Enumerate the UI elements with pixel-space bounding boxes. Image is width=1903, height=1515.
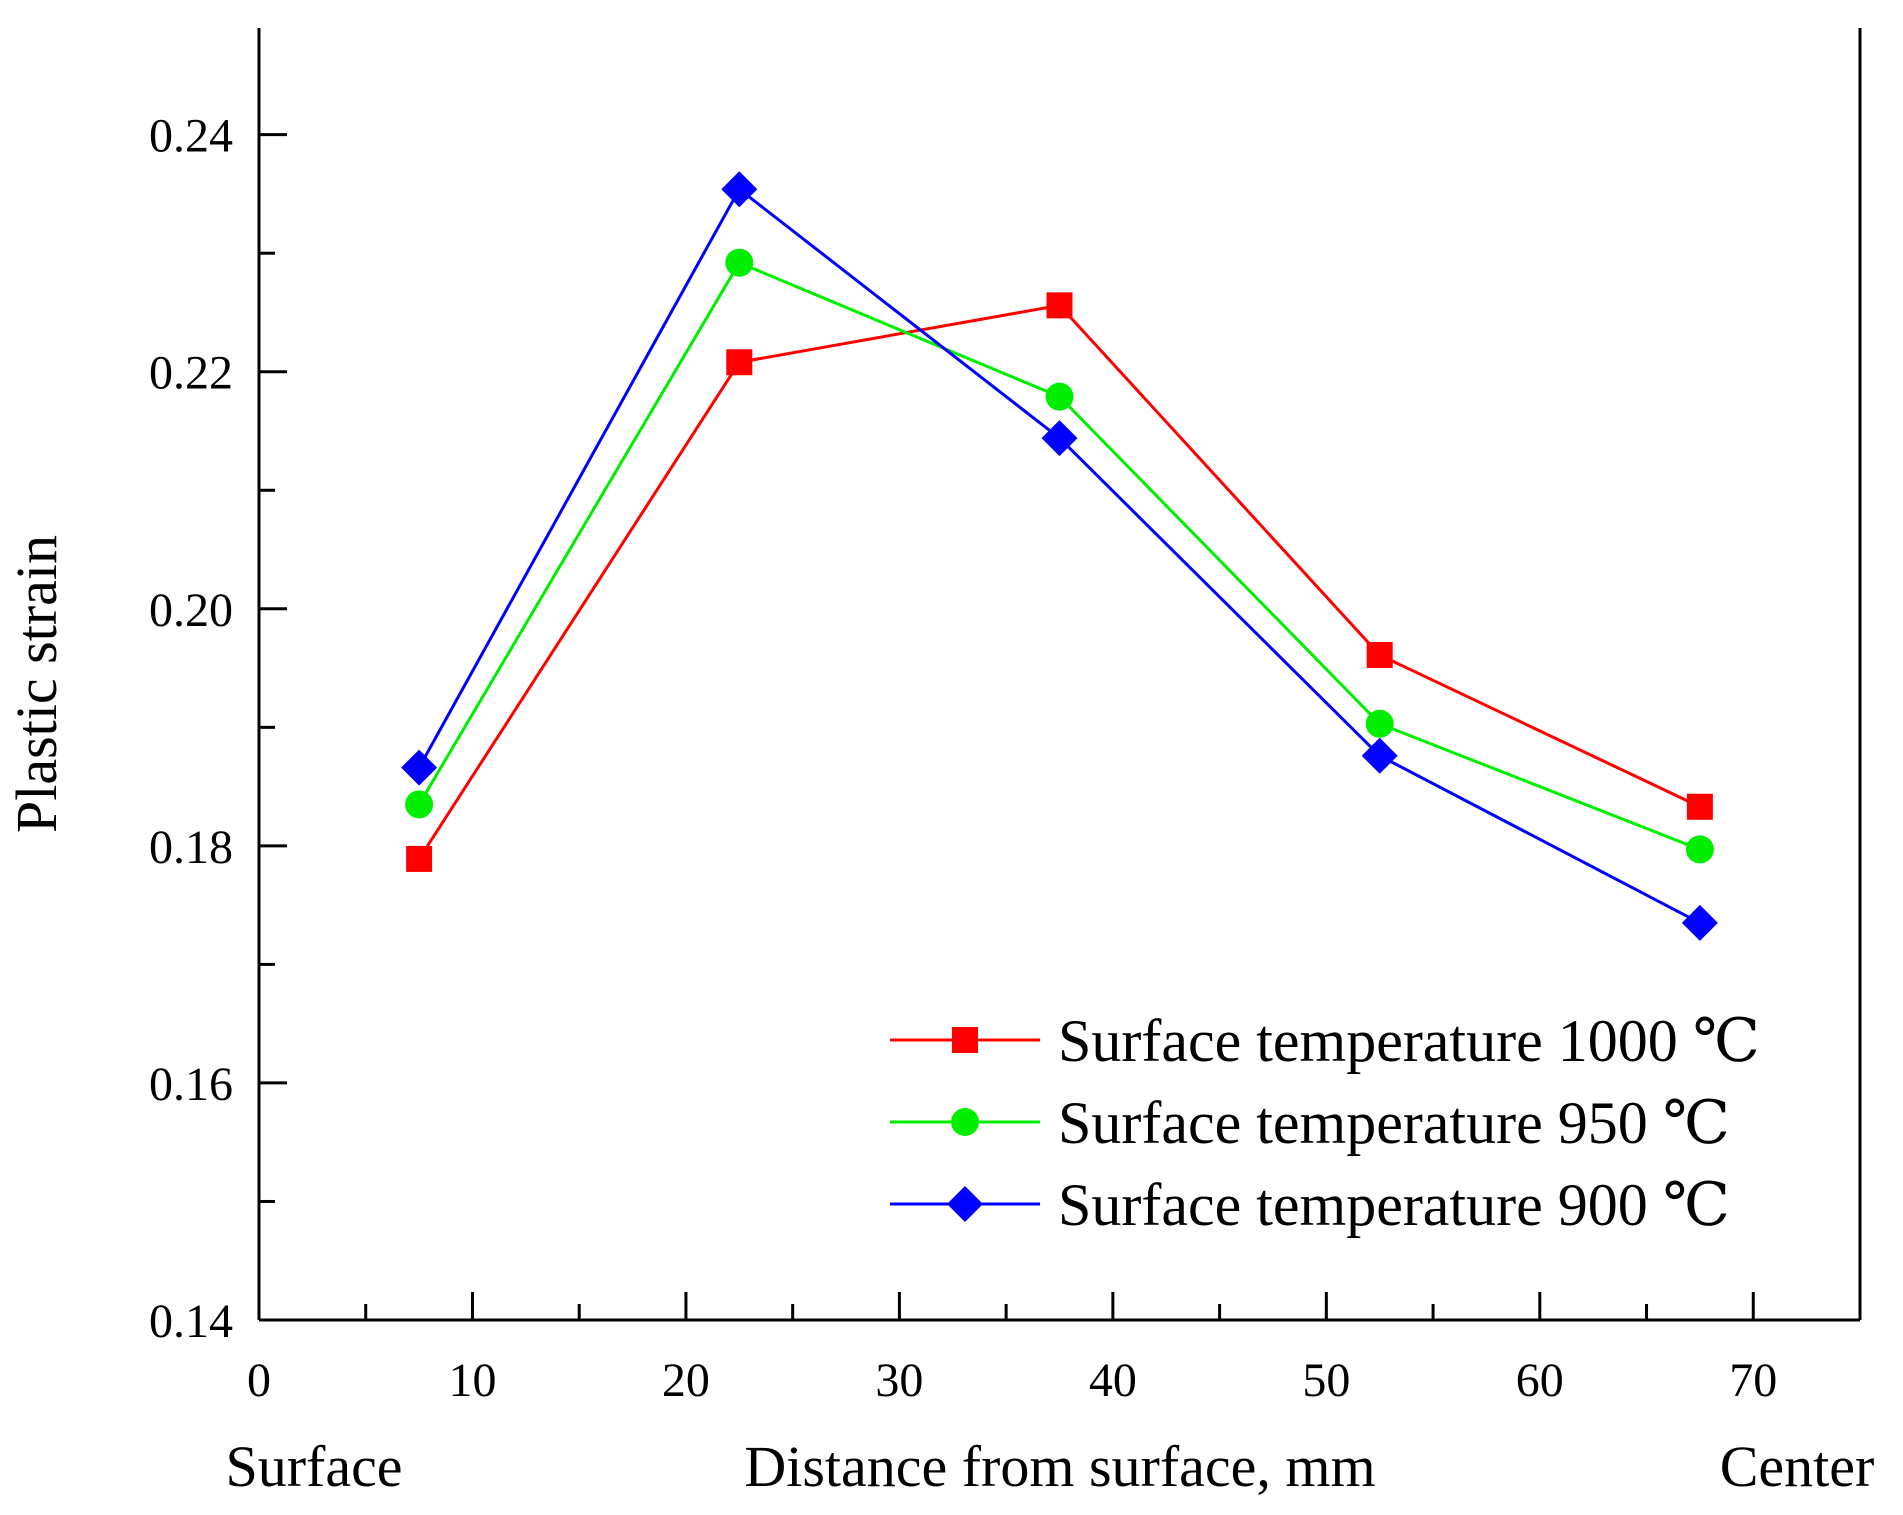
data-point (1045, 382, 1074, 411)
data-point (1046, 292, 1073, 319)
y-tick-label: 0.14 (149, 1295, 233, 1348)
y-axis-title: Plastic strain (4, 535, 69, 833)
x-tick-label: 10 (448, 1354, 496, 1407)
x-tick-label: 20 (662, 1354, 710, 1407)
x-axis-title: Distance from surface, mm (744, 1434, 1375, 1499)
legend-marker (947, 1186, 983, 1222)
data-point (1366, 642, 1393, 669)
legend-item-1: Surface temperature 1000 ℃ (890, 1008, 1760, 1074)
series-2 (405, 248, 1714, 864)
y-tick-label: 0.22 (149, 347, 233, 400)
legend-label: Surface temperature 950 ℃ (1058, 1090, 1730, 1156)
legend-item-2: Surface temperature 950 ℃ (890, 1090, 1730, 1156)
x-annotation-surface: Surface (225, 1434, 402, 1499)
legend-marker (951, 1108, 979, 1136)
axes (257, 28, 1862, 1322)
x-tick-label: 70 (1729, 1354, 1777, 1407)
data-point (406, 845, 433, 872)
text-layer: 0 10 20 30 40 50 60 70 0.14 0.16 0.18 0.20 0.22 0.24 P… (4, 110, 1874, 1499)
x-annotation-center: Center (1720, 1434, 1875, 1499)
y-tick-label: 0.20 (149, 584, 233, 637)
data-point (1685, 835, 1714, 864)
legend-marker (952, 1027, 978, 1053)
data-point (725, 248, 754, 277)
y-tick-label: 0.24 (149, 110, 233, 163)
data-point (405, 790, 434, 819)
data-point (721, 171, 758, 208)
series-1 (406, 292, 1713, 872)
legend-label: Surface temperature 1000 ℃ (1058, 1008, 1760, 1074)
data-point (1361, 737, 1398, 774)
data-point (1041, 420, 1078, 457)
legend: Surface temperature 1000 ℃ Surface temper… (890, 1008, 1760, 1238)
x-tick-label: 60 (1516, 1354, 1564, 1407)
series-3 (401, 171, 1718, 941)
y-tick-label: 0.18 (149, 821, 233, 874)
data-point (726, 349, 753, 376)
x-tick-label: 30 (875, 1354, 923, 1407)
data-point (1681, 904, 1718, 941)
y-tick-label: 0.16 (149, 1058, 233, 1111)
series-layer (401, 171, 1718, 941)
x-tick-label: 40 (1089, 1354, 1137, 1407)
data-point (1686, 793, 1713, 820)
legend-label: Surface temperature 900 ℃ (1058, 1172, 1730, 1238)
legend-item-3: Surface temperature 900 ℃ (890, 1172, 1730, 1238)
x-tick-label: 50 (1302, 1354, 1350, 1407)
data-point (1365, 709, 1394, 738)
data-point (401, 749, 438, 786)
series-line (417, 260, 1701, 851)
x-tick-label: 0 (247, 1354, 271, 1407)
